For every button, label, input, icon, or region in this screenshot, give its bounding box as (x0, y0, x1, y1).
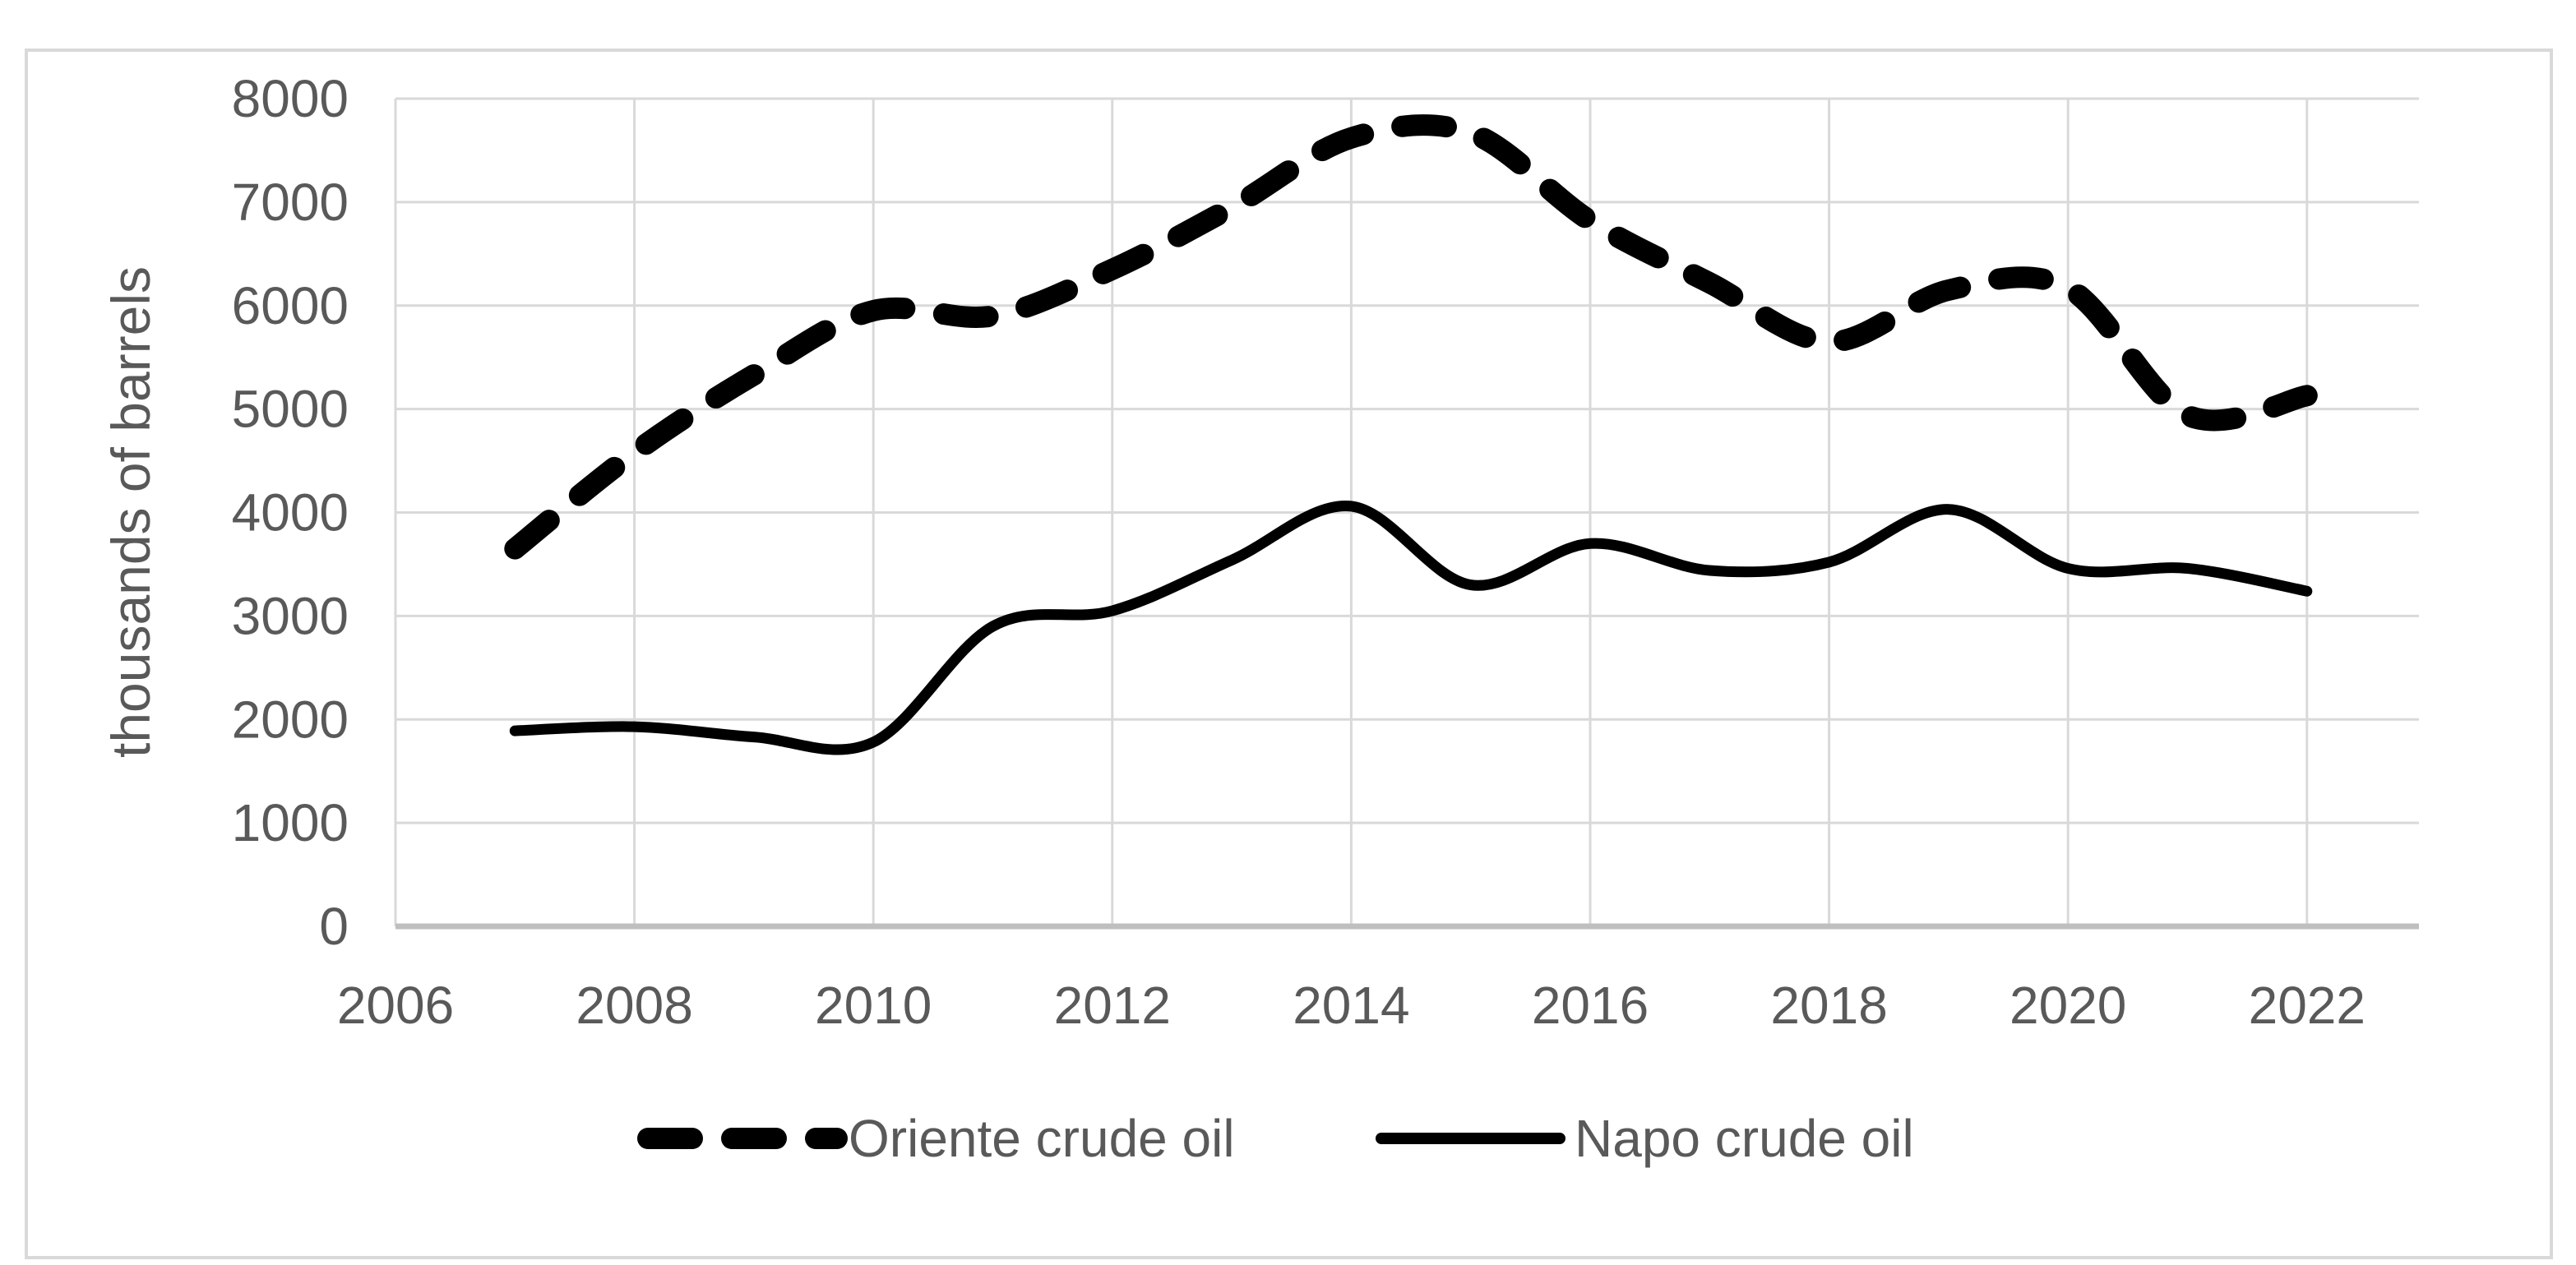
y-axis-tick-label: 2000 (232, 690, 349, 749)
x-axis-tick-label: 2008 (576, 976, 692, 1035)
x-axis-tick-label: 2022 (2249, 976, 2366, 1035)
y-axis-title: thousands of barrels (100, 266, 161, 758)
y-axis-tick-label: 8000 (232, 69, 349, 128)
tick-labels-group: 0 1000 2000 3000 4000 5000 6000 7000 8000 2006 200… (232, 69, 2366, 1035)
gridlines-group (394, 97, 2419, 926)
figure-border (25, 48, 2553, 1259)
y-axis-tick-label: 5000 (232, 380, 349, 439)
x-axis-tick-label: 2020 (2009, 976, 2126, 1035)
y-axis-tick-label: 6000 (232, 276, 349, 335)
y-axis-tick-label: 0 (319, 897, 349, 956)
y-axis-tick-label: 3000 (232, 586, 349, 645)
oriente-series-line (504, 114, 2318, 560)
series-group (504, 114, 2318, 755)
x-axis-tick-label: 2018 (1770, 976, 1887, 1035)
y-axis-tick-label: 4000 (232, 483, 349, 542)
legend-napo-label: Napo crude oil (1575, 1109, 1914, 1168)
x-axis-tick-label: 2012 (1054, 976, 1171, 1035)
legend-oriente-label: Oriente crude oil (849, 1109, 1235, 1168)
y-axis-tick-label: 7000 (232, 173, 349, 232)
y-axis-tick-label: 1000 (232, 793, 349, 852)
legend: Oriente crude oil Napo crude oil (637, 1109, 1914, 1168)
x-axis-tick-label: 2006 (337, 976, 454, 1035)
x-axis-tick-label: 2010 (815, 976, 932, 1035)
x-axis-tick-label: 2014 (1293, 976, 1409, 1035)
napo-series-line (509, 501, 2313, 755)
x-axis-tick-label: 2016 (1532, 976, 1649, 1035)
